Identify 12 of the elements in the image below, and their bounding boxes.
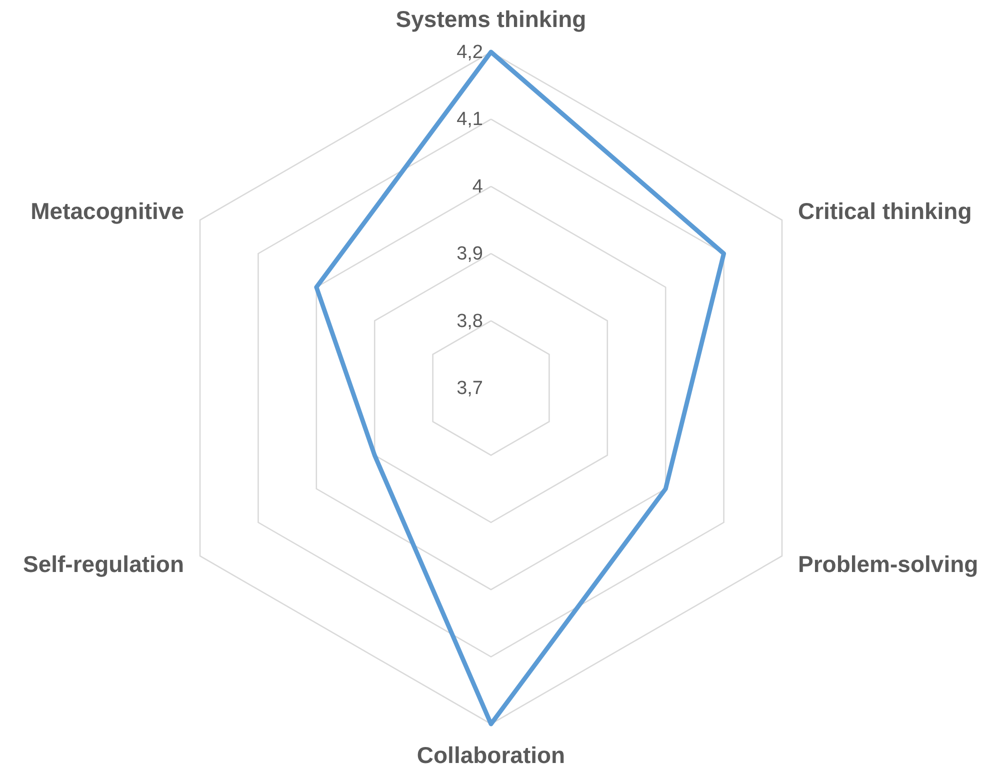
spoke-label: Critical thinking xyxy=(798,198,972,224)
y-tick-label: 4,1 xyxy=(456,109,483,130)
y-tick-label: 3,7 xyxy=(456,378,483,399)
spoke-label: Systems thinking xyxy=(396,6,586,32)
y-tick-label: 4 xyxy=(472,176,484,198)
y-tick-label: 4,2 xyxy=(456,42,483,63)
y-tick-label: 3,8 xyxy=(456,310,483,332)
spoke-label: Problem-solving xyxy=(798,551,978,577)
spoke-label: Collaboration xyxy=(416,742,566,768)
spoke-label: Self-regulation xyxy=(23,551,184,577)
y-tick-label: 3,9 xyxy=(456,244,483,265)
spoke-label: Metacognitive xyxy=(30,198,184,224)
